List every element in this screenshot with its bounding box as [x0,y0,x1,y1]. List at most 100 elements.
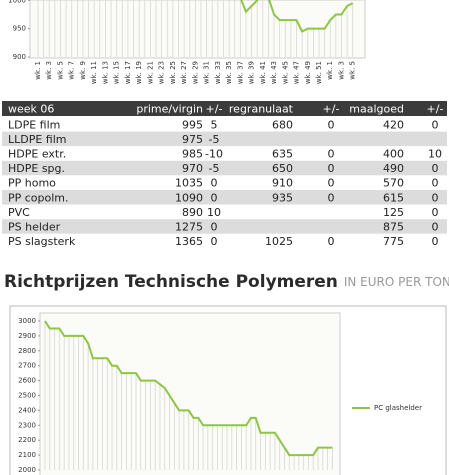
table-cell: PS slagsterk [8,235,76,248]
x-tick-label: wk. 29 [191,61,199,84]
x-tick-label: wk. 1 [326,61,334,80]
table-cell: 0 [328,235,335,248]
table-header-cell: prime/virgin [136,103,203,116]
x-tick-label: wk. 7 [68,61,76,80]
table-cell: 995 [182,118,203,131]
x-tick-label: wk. 31 [203,61,211,84]
y-tick-label: 3000 [18,317,36,325]
table-header-cell: week 06 [8,103,54,116]
table-row-bg [2,190,447,205]
y-tick-label: 2600 [18,377,36,385]
data-line [240,0,354,33]
table-cell: 0 [211,221,218,234]
table-row-bg [2,146,447,161]
table-cell: PVC [8,206,30,219]
table-cell: 1090 [175,191,203,204]
x-tick-label: wk. 11 [90,61,98,84]
table-row-bg [2,131,447,147]
table-cell: 5 [211,118,218,131]
table-cell: 0 [432,177,439,190]
table-cell: 0 [328,177,335,190]
table-row-bg [2,204,447,220]
x-tick-label: wk. 43 [270,61,278,84]
table-cell: 1275 [175,221,203,234]
y-tick-label: 2400 [18,406,36,414]
x-tick-label: wk. 49 [304,61,312,84]
table-cell: 635 [272,148,293,161]
table-cell: 0 [432,162,439,175]
heading: Richtprijzen Technische Polymeren IN EUR… [4,272,449,292]
table-cell: 125 [383,206,404,219]
heading-subtitle: IN EURO PER TON [344,275,449,289]
y-tick-label: 2800 [18,347,36,355]
x-tick-label: wk. 33 [214,61,222,84]
y-tick-label: 2100 [18,451,36,459]
table-header-cell: +/- [427,103,444,116]
table-row-bg [2,117,447,132]
x-tick-label: wk. 3 [45,61,53,80]
x-tick-label: wk. 25 [169,61,177,84]
x-tick-label: wk. 17 [124,61,132,84]
table-cell: 680 [272,118,293,131]
table-header-cell: +/- [323,103,340,116]
y-tick-label: 950 [13,25,26,33]
table-cell: 0 [432,191,439,204]
table-cell: 0 [328,118,335,131]
table-cell: 910 [272,177,293,190]
table-header-cell: regranulaat [229,103,294,116]
x-tick-label: wk. 5 [349,61,357,80]
table-header-cell: +/- [206,103,223,116]
table-cell: HDPE extr. [8,148,66,161]
table-cell: 775 [383,235,404,248]
table-cell: 0 [328,148,335,161]
table-cell: 570 [383,177,404,190]
table-cell: -5 [209,162,220,175]
y-tick-label: 900 [13,53,26,61]
y-tick-label: 2200 [18,436,36,444]
table-cell: 490 [383,162,404,175]
table-cell: 970 [182,162,203,175]
x-tick-label: wk. 23 [158,61,166,84]
x-tick-label: wk. 39 [248,61,256,84]
x-tick-label: wk. 1 [34,61,42,80]
table-cell: 0 [328,191,335,204]
table-cell: -10 [205,148,223,161]
table-cell: 650 [272,162,293,175]
x-tick-label: wk. 13 [101,61,109,84]
y-tick-label: 2000 [18,466,36,474]
table-header-bg [2,101,447,116]
y-tick-label: 2900 [18,332,36,340]
table-cell: LLDPE film [8,133,67,146]
x-tick-label: wk. 27 [180,61,188,84]
plot-group [44,320,333,470]
table-cell: 0 [432,206,439,219]
table-cell: LDPE film [8,118,60,131]
table-header-cell: maalgoed [349,103,404,116]
table-cell: 0 [432,235,439,248]
table-cell: 0 [211,177,218,190]
table-cell: HDPE spg. [8,162,65,175]
table-cell: 1035 [175,177,203,190]
x-tick-label: wk. 19 [135,61,143,84]
x-tick-label: wk. 3 [337,61,345,80]
table-cell: 0 [328,162,335,175]
y-tick-label: 2300 [18,421,36,429]
x-tick-label: wk. 45 [281,61,289,84]
y-tick-label: 1000 [8,0,26,4]
x-tick-label: wk. 51 [315,61,323,84]
x-tick-label: wk. 21 [146,61,154,84]
table-cell: 10 [428,148,442,161]
x-tick-label: wk. 47 [293,61,301,84]
x-tick-label: wk. 5 [56,61,64,80]
table-cell: PS helder [8,221,61,234]
table-cell: 1365 [175,235,203,248]
table-cell: 10 [207,206,221,219]
data-line [44,320,333,457]
table-row-bg [2,160,447,176]
table-cell: 615 [383,191,404,204]
table-cell: 1025 [265,235,293,248]
table-cell: 420 [383,118,404,131]
table-cell: 0 [211,191,218,204]
